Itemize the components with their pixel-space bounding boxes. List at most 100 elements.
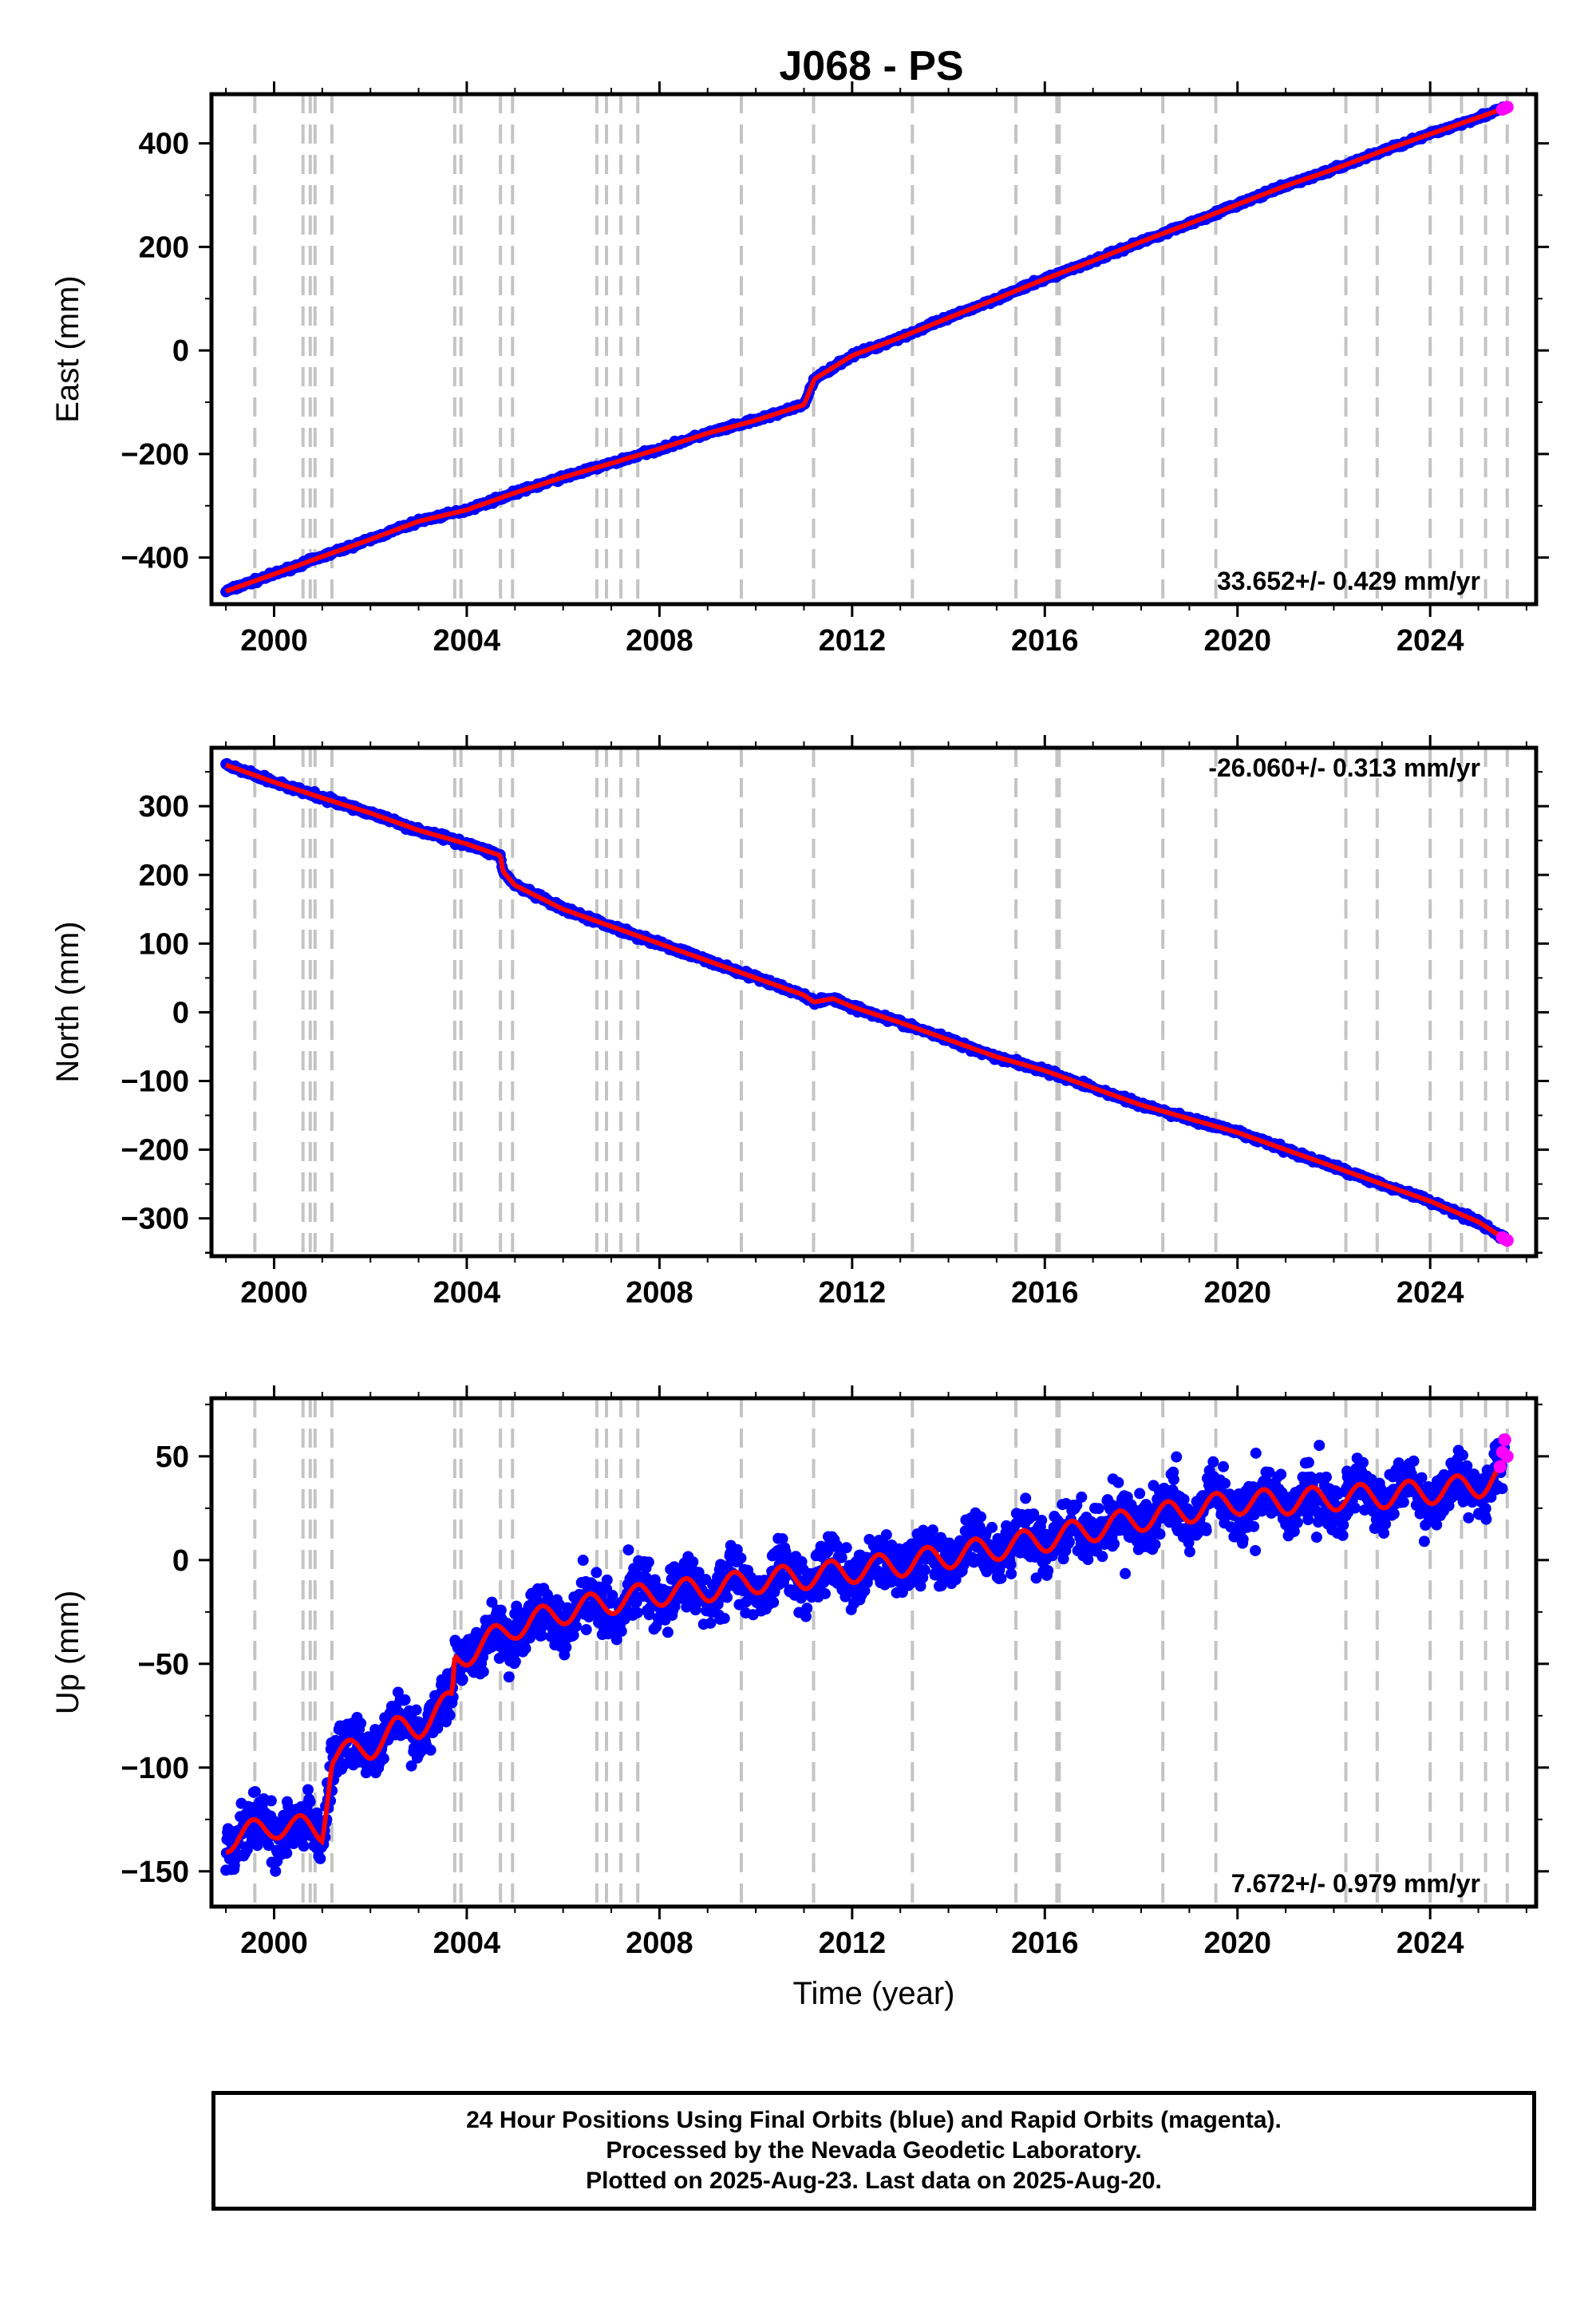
plot-frame xyxy=(209,745,1539,1259)
data-point xyxy=(1028,1508,1040,1520)
data-point xyxy=(1134,1488,1146,1500)
y-tick-label: 400 xyxy=(139,128,189,161)
scatter-points xyxy=(220,1433,1511,1877)
y-axis-label: North (mm) xyxy=(50,921,85,1082)
data-point xyxy=(687,1556,699,1568)
data-point xyxy=(249,1785,261,1797)
data-point xyxy=(610,1634,622,1646)
x-tick-label: 2016 xyxy=(1011,1276,1079,1310)
data-point xyxy=(577,1555,589,1567)
data-point xyxy=(355,1717,367,1729)
data-point xyxy=(918,1564,930,1576)
data-point xyxy=(1149,1539,1161,1551)
x-tick-label: 2008 xyxy=(626,1276,693,1310)
data-point xyxy=(735,1552,747,1564)
y-tick-label: −300 xyxy=(120,1203,189,1236)
model-fit-line xyxy=(225,762,1507,1242)
y-tick-label: 0 xyxy=(172,996,189,1030)
data-point xyxy=(580,1624,592,1636)
data-point xyxy=(1200,1524,1212,1536)
data-point xyxy=(1092,1503,1104,1515)
y-tick-label: −400 xyxy=(120,542,189,575)
x-tick-label: 2000 xyxy=(240,624,308,658)
data-point xyxy=(535,1630,547,1642)
data-point xyxy=(731,1543,743,1555)
y-tick-label: 100 xyxy=(139,927,189,961)
plot-frame xyxy=(209,92,1539,607)
data-point xyxy=(1207,1456,1219,1468)
rapid-orbit-point xyxy=(1500,1234,1514,1247)
x-tick-label: 2020 xyxy=(1203,1276,1271,1310)
data-point xyxy=(836,1551,847,1563)
rate-label: 33.652+/- 0.429 mm/yr xyxy=(1217,567,1480,595)
data-point xyxy=(265,1795,277,1807)
x-tick-label: 2008 xyxy=(626,624,693,658)
y-tick-label: 200 xyxy=(139,231,189,264)
data-point xyxy=(432,1722,444,1734)
data-point xyxy=(986,1521,998,1533)
data-point xyxy=(768,1596,780,1608)
data-point xyxy=(1063,1535,1075,1547)
x-tick-label: 2016 xyxy=(1011,624,1079,658)
data-point xyxy=(339,1758,351,1770)
x-tick-label: 2024 xyxy=(1396,1276,1464,1310)
data-point xyxy=(486,1596,498,1608)
data-point xyxy=(926,1524,938,1536)
data-point xyxy=(270,1865,282,1877)
data-point xyxy=(314,1852,326,1864)
data-point xyxy=(377,1753,389,1765)
data-point xyxy=(662,1626,674,1638)
data-point xyxy=(495,1604,507,1616)
data-point xyxy=(1096,1551,1108,1563)
data-point xyxy=(1071,1500,1083,1512)
x-tick-label: 2024 xyxy=(1396,624,1464,658)
data-point xyxy=(477,1651,489,1663)
y-tick-label: 200 xyxy=(139,859,189,892)
data-point xyxy=(1171,1451,1183,1463)
data-point xyxy=(1120,1567,1132,1579)
data-point xyxy=(1020,1492,1032,1504)
x-tick-label: 2000 xyxy=(240,1276,308,1310)
data-point xyxy=(304,1796,316,1808)
data-point xyxy=(281,1848,293,1860)
data-point xyxy=(631,1607,643,1618)
data-point xyxy=(1167,1473,1179,1485)
data-point xyxy=(263,1840,275,1852)
data-point xyxy=(1005,1567,1017,1579)
data-point xyxy=(975,1511,987,1523)
data-point xyxy=(1042,1564,1054,1576)
rapid-orbit-point xyxy=(1500,101,1514,114)
data-point xyxy=(718,1612,730,1624)
data-point xyxy=(444,1709,456,1721)
chart-panel-north: 2000 2004 2008 2012 2016 2020 2024−300−200−100… xyxy=(50,735,1549,1310)
data-point xyxy=(509,1655,521,1667)
data-point xyxy=(669,1601,681,1613)
data-point xyxy=(1183,1546,1195,1558)
y-tick-label: −100 xyxy=(120,1065,189,1098)
data-point xyxy=(995,1572,1007,1584)
chart-panels: 2000 2004 2008 2012 2016 2020 2024−400−2000200… xyxy=(50,81,1549,2011)
data-point xyxy=(606,1590,618,1602)
data-point xyxy=(405,1760,417,1772)
data-point xyxy=(1108,1538,1120,1550)
x-tick-label: 2004 xyxy=(433,624,501,658)
data-point xyxy=(1076,1491,1088,1503)
rate-label: -26.060+/- 0.313 mm/yr xyxy=(1208,753,1480,782)
data-point xyxy=(547,1630,559,1642)
data-point xyxy=(567,1629,579,1641)
y-tick-label: −200 xyxy=(120,1134,189,1168)
figure-title: J068 - PS xyxy=(779,43,963,89)
data-point xyxy=(571,1620,583,1632)
data-point xyxy=(591,1567,602,1579)
y-axis-label: East (mm) xyxy=(50,275,85,422)
data-point xyxy=(800,1611,812,1622)
model-fit-line xyxy=(225,105,1506,594)
x-tick-label: 2012 xyxy=(819,1276,887,1310)
data-point xyxy=(705,1617,717,1629)
x-tick-label: 2012 xyxy=(819,624,887,658)
data-point xyxy=(776,1533,788,1545)
y-tick-label: 0 xyxy=(172,334,189,368)
data-point xyxy=(425,1744,437,1756)
y-tick-label: −200 xyxy=(120,438,189,472)
